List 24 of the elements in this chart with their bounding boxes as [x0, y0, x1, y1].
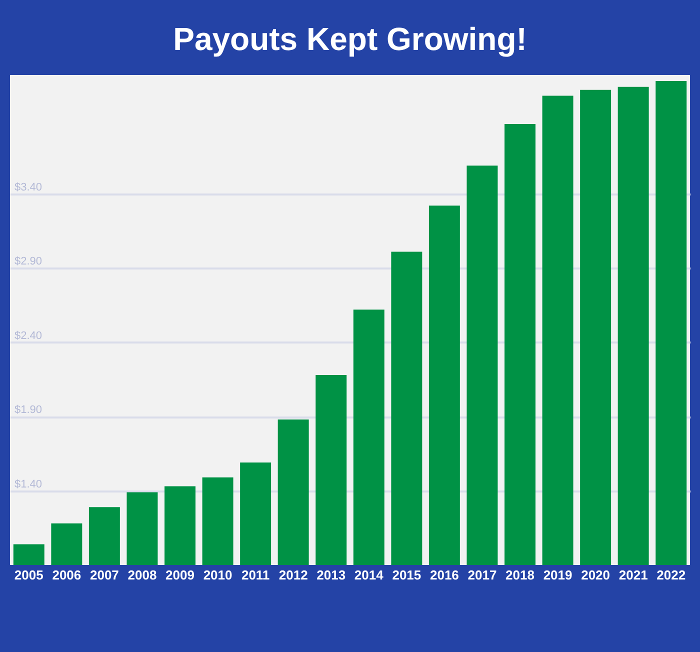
x-tick-label: 2010 [203, 568, 232, 582]
chart-title: Payouts Kept Growing! [173, 21, 527, 57]
y-tick-label: $2.40 [14, 330, 42, 342]
x-tick-label: 2016 [430, 568, 459, 582]
x-tick-label: 2009 [166, 568, 194, 582]
x-tick-label: 2017 [468, 568, 497, 582]
y-tick-label: $3.40 [14, 181, 42, 194]
y-tick-label: $2.90 [14, 256, 42, 268]
x-tick-label: 2006 [52, 568, 82, 582]
x-tick-label: 2007 [90, 568, 119, 582]
x-tick-label: 2013 [316, 568, 346, 582]
x-tick-label: 2022 [656, 568, 686, 582]
x-tick-label: 2020 [581, 568, 610, 582]
x-tick-label: 2008 [128, 568, 157, 582]
y-tick-label: $1.40 [14, 478, 42, 490]
y-tick-label: $1.90 [14, 404, 42, 416]
x-tick-label: 2021 [618, 568, 648, 582]
x-tick-label: 2019 [543, 568, 572, 582]
x-tick-label: 2011 [241, 568, 270, 582]
x-tick-label: 2014 [354, 568, 384, 582]
x-tick-label: 2018 [506, 568, 534, 582]
x-tick-label: 2015 [392, 568, 422, 582]
x-tick-label: 2005 [14, 568, 44, 582]
x-tick-label: 2012 [278, 568, 308, 582]
